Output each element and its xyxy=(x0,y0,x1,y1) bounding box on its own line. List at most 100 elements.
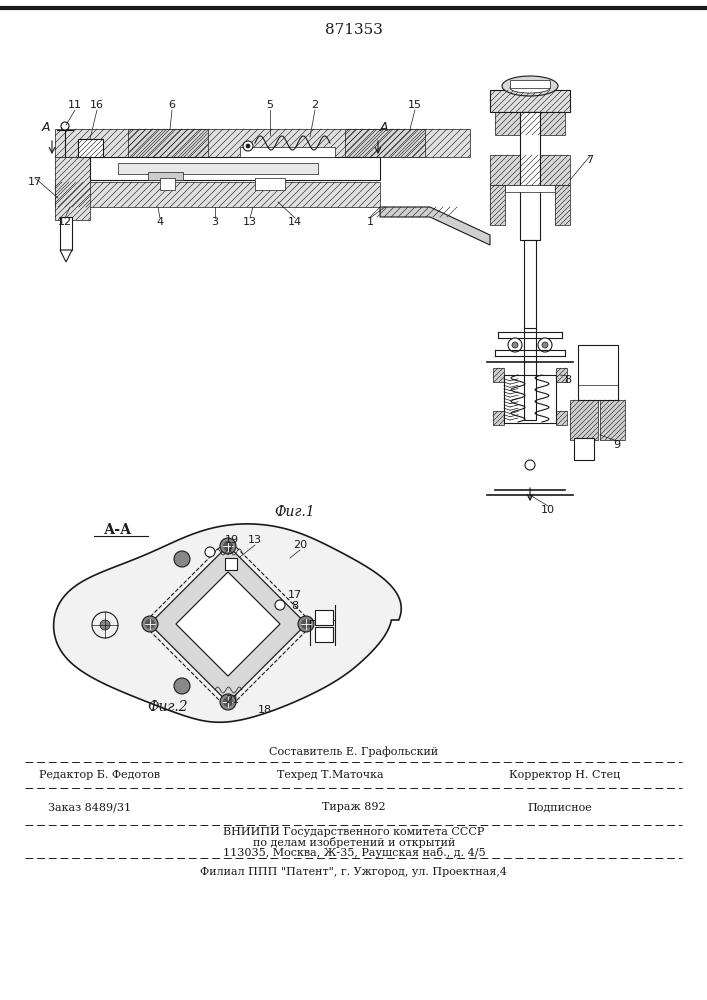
Bar xyxy=(240,147,335,157)
Ellipse shape xyxy=(510,83,550,93)
Circle shape xyxy=(174,551,190,567)
Circle shape xyxy=(542,342,548,348)
Bar xyxy=(520,112,540,240)
Text: Заказ 8489/31: Заказ 8489/31 xyxy=(49,802,132,812)
Bar xyxy=(524,328,536,420)
Text: 5: 5 xyxy=(267,100,274,110)
Text: 12: 12 xyxy=(58,217,72,227)
Circle shape xyxy=(301,619,311,629)
Text: 9: 9 xyxy=(614,440,621,450)
Bar xyxy=(578,345,618,400)
Polygon shape xyxy=(380,207,490,245)
Bar xyxy=(495,112,565,135)
Text: 21: 21 xyxy=(225,695,239,705)
Text: 10: 10 xyxy=(541,505,555,515)
Circle shape xyxy=(220,538,236,554)
Bar xyxy=(493,411,504,425)
Text: 18: 18 xyxy=(258,705,272,715)
Text: Составитель Е. Графольский: Составитель Е. Графольский xyxy=(269,747,438,757)
Bar xyxy=(493,368,504,382)
Circle shape xyxy=(205,547,215,557)
Text: 113035, Москва, Ж-35, Раушская наб., д. 4/5: 113035, Москва, Ж-35, Раушская наб., д. … xyxy=(223,846,485,857)
Text: 17: 17 xyxy=(28,177,42,187)
Bar xyxy=(570,400,598,440)
Bar xyxy=(556,411,567,425)
Circle shape xyxy=(223,697,233,707)
Text: Тираж 892: Тираж 892 xyxy=(322,802,386,812)
Circle shape xyxy=(512,342,518,348)
Text: 4: 4 xyxy=(156,217,163,227)
Text: 8: 8 xyxy=(291,601,298,611)
Text: 19: 19 xyxy=(225,535,239,545)
Bar xyxy=(60,217,72,250)
Bar xyxy=(55,157,90,220)
Bar xyxy=(490,90,570,112)
Text: 2: 2 xyxy=(312,100,319,110)
Bar xyxy=(118,163,318,174)
Bar xyxy=(574,438,594,460)
Bar xyxy=(55,129,470,157)
Text: 17: 17 xyxy=(288,590,302,600)
Text: по делам изобретений и открытий: по делам изобретений и открытий xyxy=(253,836,455,848)
Text: Фиг.1: Фиг.1 xyxy=(275,505,315,519)
PathPatch shape xyxy=(150,546,306,702)
Text: 20: 20 xyxy=(293,540,307,550)
Bar xyxy=(524,240,536,330)
Text: 6: 6 xyxy=(168,100,175,110)
Text: 14: 14 xyxy=(288,217,302,227)
Circle shape xyxy=(145,619,155,629)
Text: Подписное: Подписное xyxy=(527,802,592,812)
Text: 7: 7 xyxy=(586,155,594,165)
Circle shape xyxy=(525,460,535,470)
Circle shape xyxy=(298,616,314,632)
Bar xyxy=(255,178,285,190)
Circle shape xyxy=(142,616,158,632)
Text: Корректор Н. Стец: Корректор Н. Стец xyxy=(509,770,621,780)
Ellipse shape xyxy=(502,76,558,96)
Bar xyxy=(148,172,183,180)
Text: 16: 16 xyxy=(90,100,104,110)
Circle shape xyxy=(246,144,250,148)
Bar xyxy=(556,368,567,382)
Bar xyxy=(78,139,103,157)
Bar xyxy=(345,129,425,157)
Circle shape xyxy=(508,338,522,352)
Bar xyxy=(555,185,570,225)
Text: 13: 13 xyxy=(248,535,262,545)
Circle shape xyxy=(61,122,69,130)
Text: А-А: А-А xyxy=(104,523,132,537)
Bar xyxy=(490,155,570,185)
Circle shape xyxy=(100,620,110,630)
Text: ВНИИПИ Государственного комитета СССР: ВНИИПИ Государственного комитета СССР xyxy=(223,827,485,837)
Bar xyxy=(490,185,505,225)
Text: 871353: 871353 xyxy=(325,23,383,37)
Text: Редактор Б. Федотов: Редактор Б. Федотов xyxy=(40,770,160,780)
Text: Филиал ППП "Патент", г. Ужгород, ул. Проектная,4: Филиал ППП "Патент", г. Ужгород, ул. Про… xyxy=(201,867,508,877)
Bar xyxy=(160,178,175,190)
Circle shape xyxy=(275,600,285,610)
Bar xyxy=(490,90,570,112)
Circle shape xyxy=(174,678,190,694)
Bar xyxy=(526,328,534,420)
Bar xyxy=(600,400,625,440)
Text: Фиг.2: Фиг.2 xyxy=(148,700,188,714)
Bar xyxy=(78,139,103,157)
Bar xyxy=(90,157,380,180)
Bar xyxy=(505,185,555,192)
Text: А: А xyxy=(42,121,50,134)
Bar xyxy=(315,627,333,642)
Text: 1: 1 xyxy=(366,217,373,227)
Circle shape xyxy=(220,694,236,710)
Text: А: А xyxy=(380,121,388,134)
Circle shape xyxy=(243,141,253,151)
Text: 13: 13 xyxy=(243,217,257,227)
Text: 11: 11 xyxy=(68,100,82,110)
Text: 8: 8 xyxy=(564,375,571,385)
Bar xyxy=(225,558,237,570)
Circle shape xyxy=(223,541,233,551)
Bar xyxy=(128,129,208,157)
Polygon shape xyxy=(60,250,72,262)
Bar xyxy=(315,610,333,625)
Text: 3: 3 xyxy=(211,217,218,227)
Text: Техред Т.Маточка: Техред Т.Маточка xyxy=(276,770,383,780)
